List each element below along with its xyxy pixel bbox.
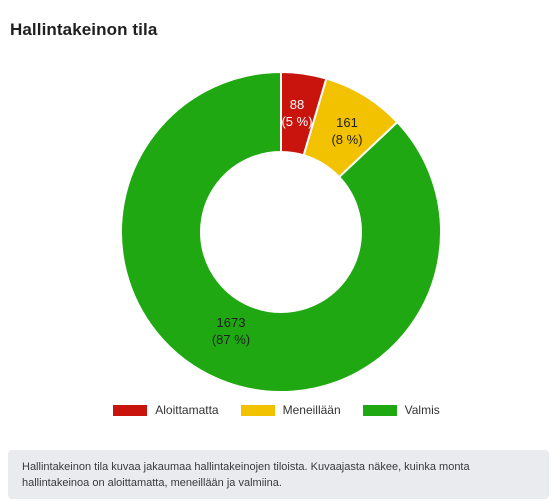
legend-swatch	[240, 404, 275, 416]
legend-swatch	[113, 404, 148, 416]
legend-label: Aloittamatta	[155, 403, 219, 417]
chart-legend: Aloittamatta Meneillään Valmis	[0, 403, 553, 417]
legend-item-meneillään[interactable]: Meneillään	[240, 403, 341, 417]
legend-item-aloittamatta[interactable]: Aloittamatta	[113, 403, 219, 417]
legend-item-valmis[interactable]: Valmis	[362, 403, 440, 417]
donut-chart: 88 (5 %) 161 (8 %) 1673 (87 %)	[120, 70, 442, 393]
chart-title: Hallintakeinon tila	[10, 20, 158, 39]
legend-label: Valmis	[404, 403, 440, 417]
legend-label: Meneillään	[282, 403, 341, 417]
slice-percent-label: (87 %)	[212, 332, 250, 347]
slice-value-label: 161	[336, 115, 358, 130]
slice-percent-label: (8 %)	[331, 132, 362, 147]
slice-value-label: 1673	[217, 315, 246, 330]
slice-percent-label: (5 %)	[281, 114, 312, 129]
chart-description: Hallintakeinon tila kuvaa jakaumaa halli…	[8, 450, 549, 499]
legend-swatch	[362, 404, 397, 416]
donut-slice-valmis[interactable]	[120, 70, 442, 393]
slice-value-label: 88	[290, 97, 304, 112]
